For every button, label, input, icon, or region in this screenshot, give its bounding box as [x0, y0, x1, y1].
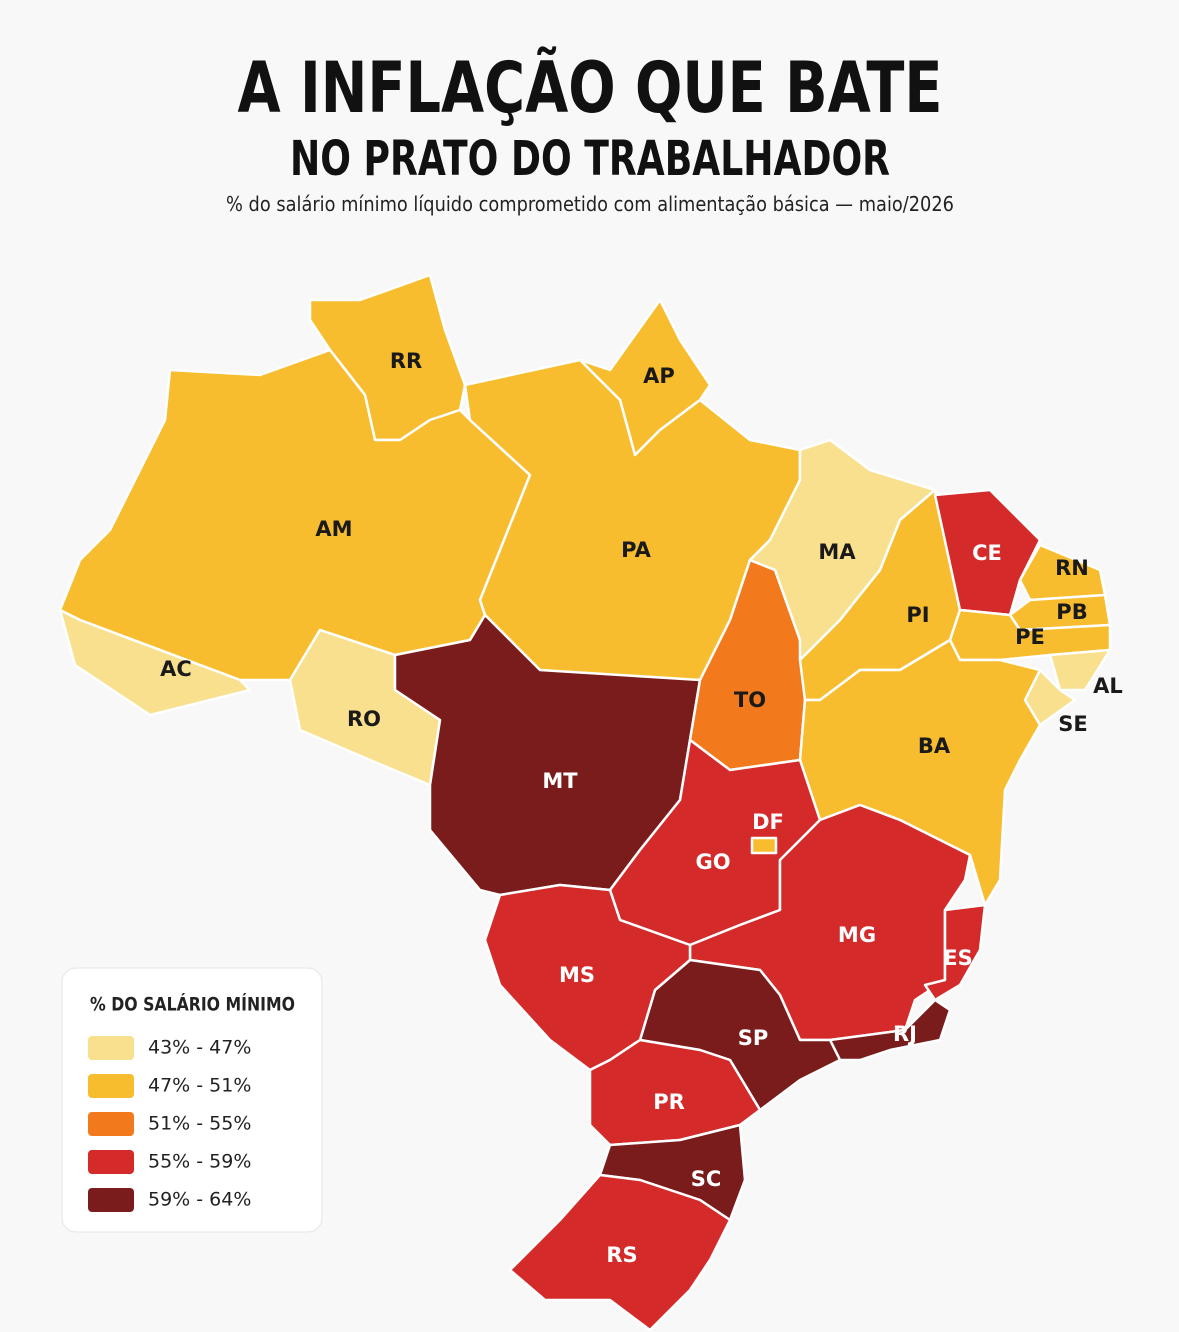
state-label: ES	[943, 946, 972, 970]
subtitle: NO PRATO DO TRABALHADOR	[290, 131, 890, 187]
state-label: DF	[752, 810, 784, 834]
state-label: PI	[906, 603, 929, 627]
state-label: MT	[542, 769, 578, 793]
legend: % DO SALÁRIO MÍNIMO 43% - 47% 47% - 51% 51…	[61, 967, 323, 1233]
state-label: PR	[653, 1090, 685, 1114]
legend-swatch	[88, 1036, 134, 1060]
state-shape	[1048, 648, 1112, 692]
state-label: BA	[918, 734, 951, 758]
state-label: PE	[1015, 625, 1045, 649]
state-label: GO	[695, 850, 730, 874]
description: % do salário mínimo líquido comprometido…	[226, 192, 954, 216]
state-shape	[750, 836, 778, 855]
legend-label: 47% - 51%	[148, 1075, 251, 1097]
legend-title: % DO SALÁRIO MÍNIMO	[90, 993, 295, 1016]
state-label: SE	[1058, 712, 1087, 736]
legend-label: 59% - 64%	[148, 1189, 251, 1211]
state-shape	[588, 1038, 762, 1147]
state-label: RO	[347, 707, 381, 731]
legend-label: 55% - 59%	[148, 1151, 251, 1173]
state-shape	[923, 903, 987, 1002]
state-label: RR	[390, 349, 422, 373]
state-label: CE	[972, 541, 1002, 565]
state-label: MG	[838, 923, 876, 947]
title: A INFLAÇÃO QUE BATE	[238, 47, 943, 129]
state-label: SC	[691, 1167, 722, 1191]
state-shape	[508, 1173, 732, 1332]
state-label: SP	[738, 1026, 769, 1050]
state-labels: RR AP AM AC PA RO MT TO MA PI CE RN PB P…	[160, 349, 1123, 1267]
legend-label: 43% - 47%	[148, 1037, 251, 1059]
state-label: PB	[1056, 600, 1087, 624]
state-label: AC	[160, 657, 192, 681]
state-shape	[483, 883, 692, 1072]
state-label: MA	[818, 540, 856, 564]
state-label: MS	[559, 963, 595, 987]
state-label: TO	[734, 688, 766, 712]
state-label: RJ	[893, 1022, 917, 1046]
legend-swatch	[88, 1188, 134, 1212]
state-label: AP	[643, 364, 675, 388]
state-label: RS	[606, 1243, 637, 1267]
map	[58, 273, 1112, 1332]
legend-items: 43% - 47% 47% - 51% 51% - 55% 55% - 59% 59% …	[88, 1036, 251, 1212]
legend-label: 51% - 55%	[148, 1113, 251, 1135]
state-shape	[58, 608, 252, 717]
state-label: AL	[1093, 674, 1123, 698]
state-label: RN	[1055, 556, 1089, 580]
legend-swatch	[88, 1150, 134, 1174]
state-label: PA	[621, 538, 651, 562]
legend-swatch	[88, 1112, 134, 1136]
state-label: AM	[315, 517, 352, 541]
legend-swatch	[88, 1074, 134, 1098]
